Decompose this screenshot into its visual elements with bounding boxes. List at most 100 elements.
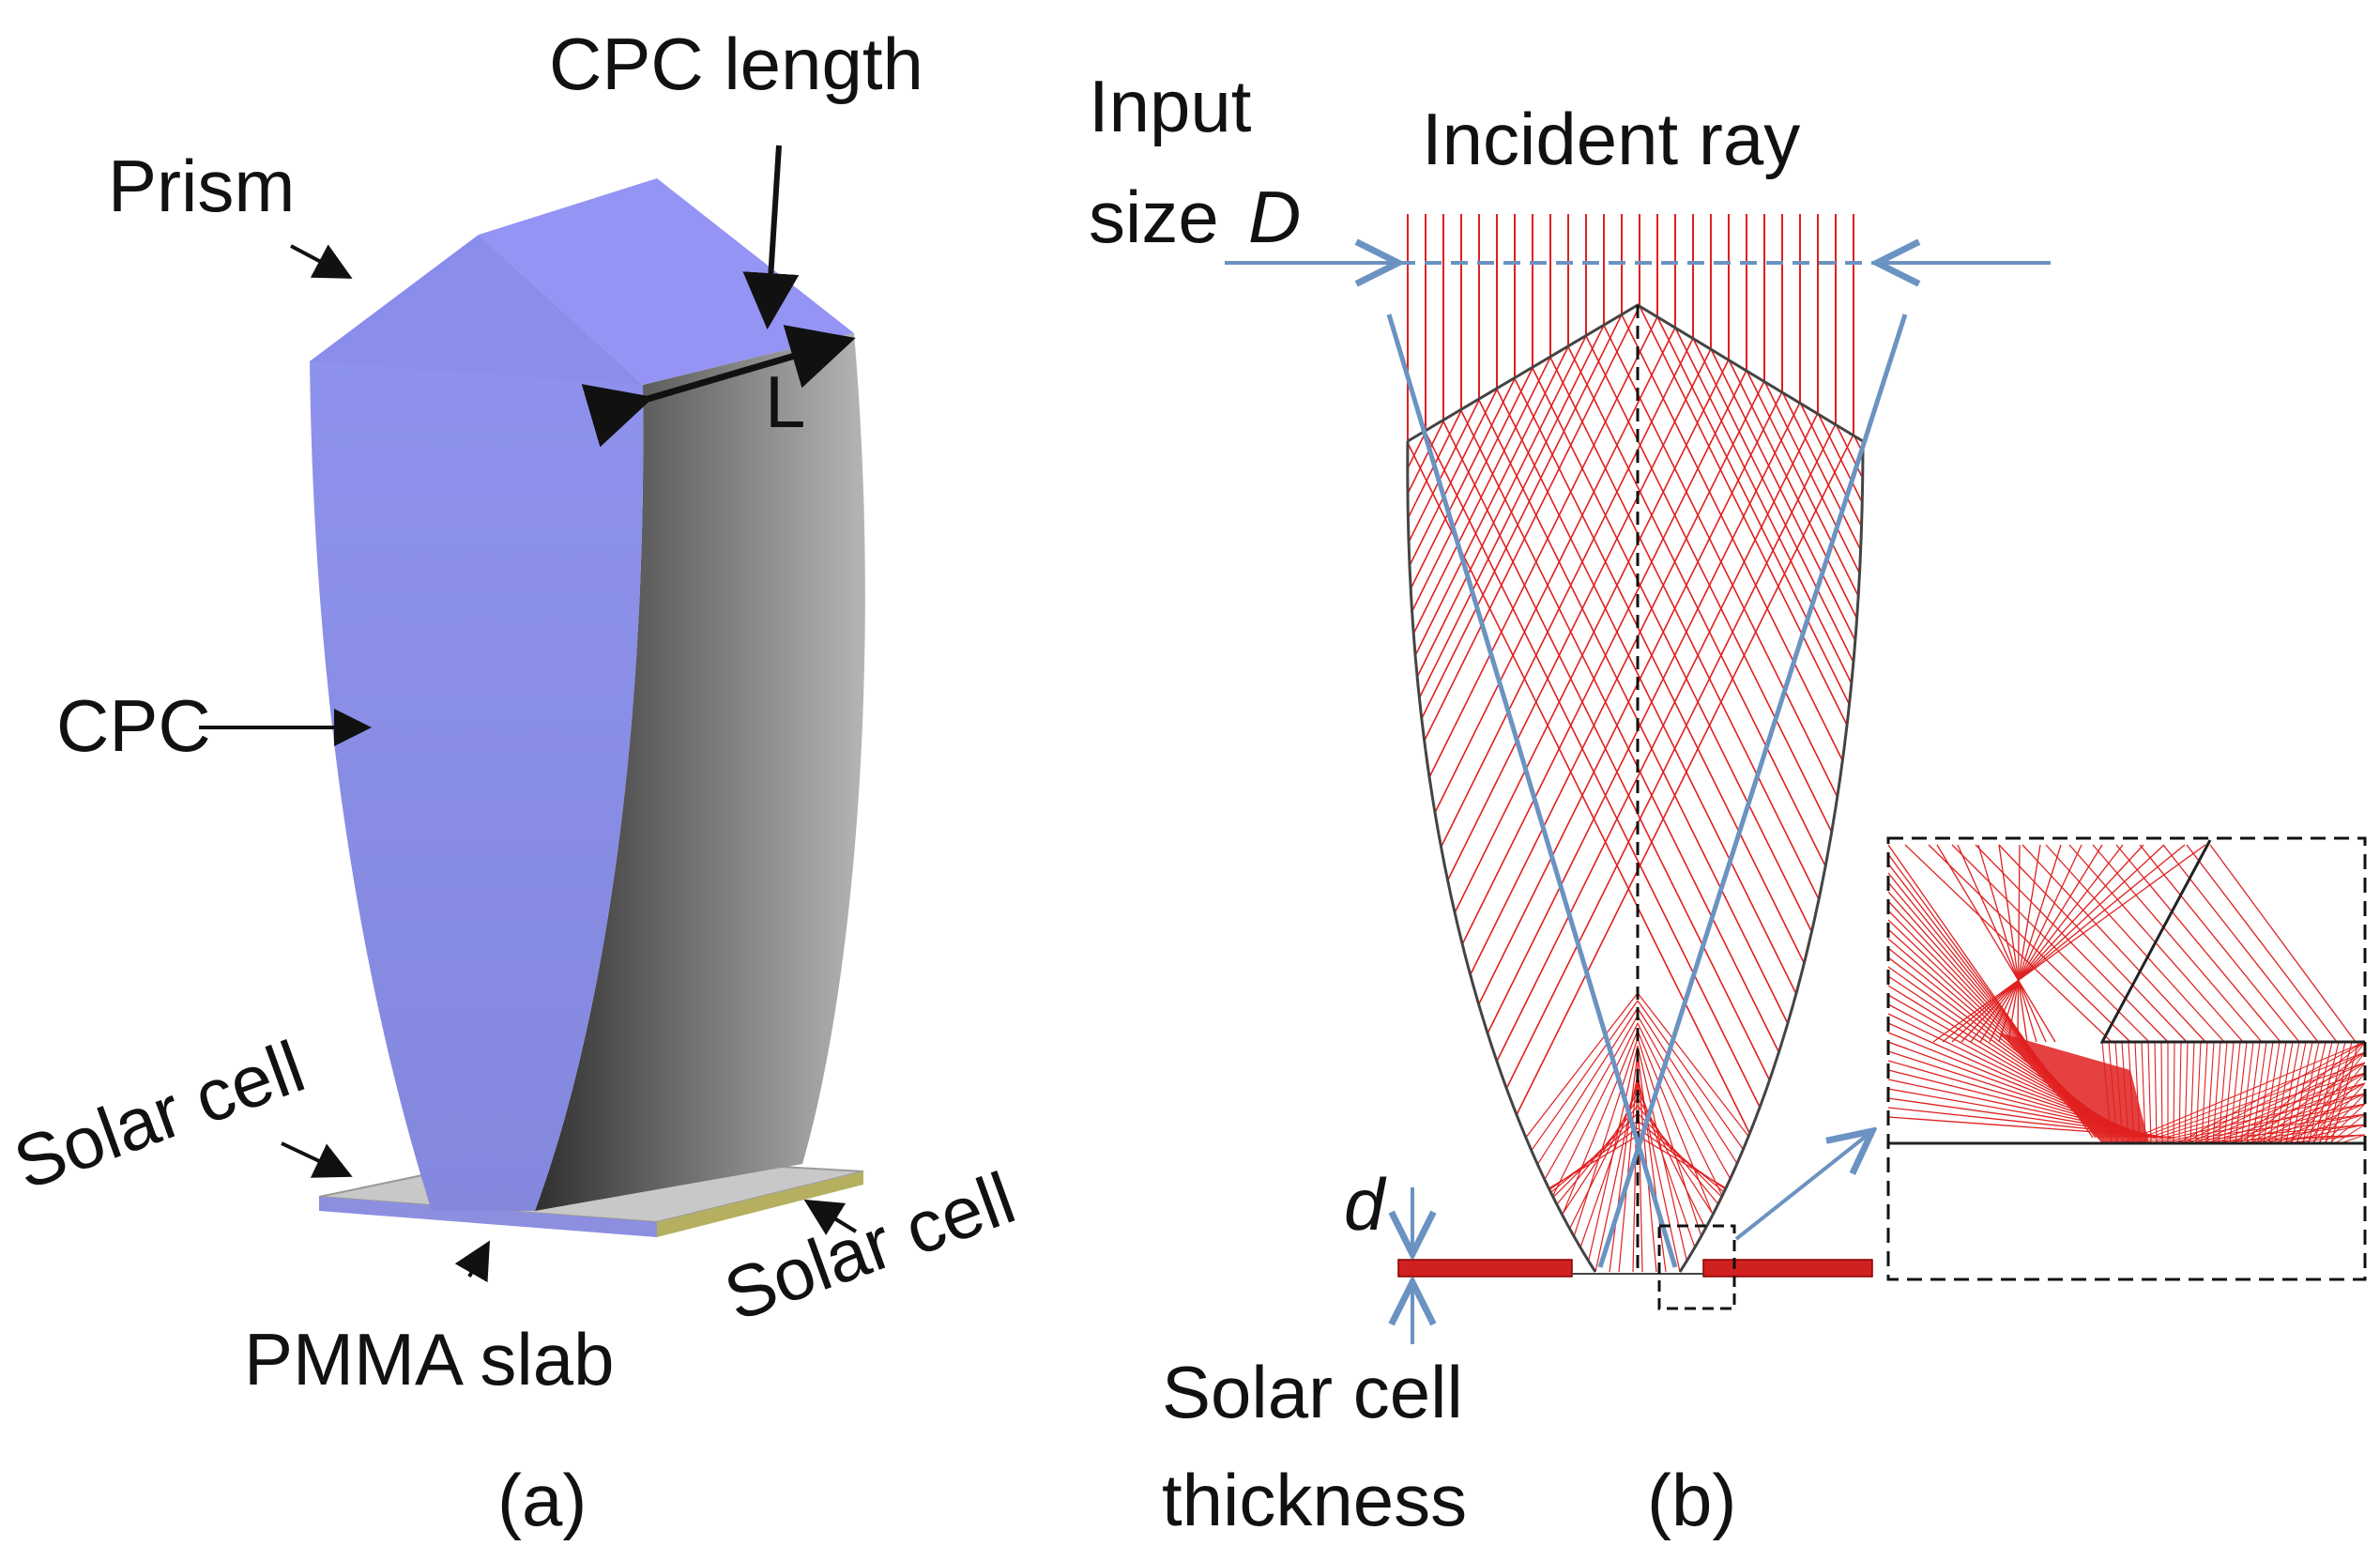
inset-ray	[2240, 1041, 2254, 1144]
prism-label: Prism	[108, 145, 295, 227]
inset-ray	[2017, 844, 2021, 1043]
inset-ray	[2201, 1041, 2208, 1144]
inset-ray	[2285, 1041, 2307, 1144]
inset-ray	[2330, 1041, 2359, 1144]
inset-ray	[2182, 1051, 2365, 1144]
cpc-label: CPC	[56, 684, 211, 767]
solar-cell-right-edge	[657, 1171, 863, 1237]
refracted-ray	[1585, 335, 1863, 1272]
refracted-ray	[1407, 432, 1426, 1272]
inset-ray	[2206, 1041, 2215, 1144]
refracted-ray	[1407, 314, 1623, 1272]
inset-ray	[2306, 1072, 2365, 1144]
thickness-symbol-label: d	[1344, 1163, 1387, 1246]
input-size-label-line1: Input	[1089, 65, 1252, 147]
refracted-ray	[1407, 335, 1587, 1272]
inset-ray	[2212, 1041, 2221, 1144]
inset-boundary	[1888, 839, 2365, 1145]
inset-ray	[1979, 844, 2103, 1043]
reflected-ray	[1609, 1052, 1639, 1272]
inset-ray	[2235, 1041, 2248, 1144]
inset-ray	[1951, 844, 2150, 1043]
inset-ray	[2007, 844, 2041, 1043]
reflected-ray	[1637, 1037, 1714, 1272]
inset-ray	[2296, 1041, 2320, 1144]
inset-ray	[1960, 844, 2144, 1043]
inset-ray	[2210, 1103, 2365, 1144]
inset-ray	[1998, 844, 2062, 1043]
inset-ray	[2233, 1041, 2365, 1144]
inset-ray	[2323, 1103, 2365, 1144]
inset-ray	[2139, 844, 2300, 1043]
inset-ray	[2218, 1041, 2228, 1144]
cpc-length-pointer	[742, 145, 800, 329]
reflected-ray	[1637, 1052, 1667, 1272]
zoom-source-box	[1657, 1224, 1736, 1310]
refracted-ray	[1514, 378, 1863, 1272]
inset-ray	[2257, 1041, 2274, 1144]
refracted-ray	[1407, 412, 1819, 1272]
length-dimension-arrow	[581, 325, 856, 448]
inset-ray	[1936, 844, 2056, 1043]
inset-ray	[2147, 1041, 2152, 1144]
inset-ray	[2319, 1041, 2346, 1144]
inset-ray-concentration	[1999, 1033, 2149, 1143]
refracted-ray	[1763, 380, 1863, 1272]
reflected-ray	[1637, 1030, 1737, 1272]
inset-ray	[2261, 1093, 2365, 1144]
inset-ray	[2045, 844, 2225, 1043]
prism-outline	[1407, 303, 1864, 443]
panel-b-caption: (b)	[1647, 1459, 1736, 1541]
reflected-ray	[1637, 1112, 1798, 1272]
inset-ray	[2268, 1041, 2287, 1144]
inset-ray	[2184, 1041, 2189, 1144]
refracted-ray	[1407, 325, 1605, 1272]
inset-ray	[2295, 1051, 2365, 1144]
panel-b: Input size D Incident ray d Solar cell t…	[1089, 65, 2367, 1541]
refracted-ray	[1567, 345, 1863, 1272]
inset-ray	[2154, 1041, 2158, 1144]
refracted-ray	[1407, 348, 1712, 1272]
refracted-ray	[1407, 399, 1480, 1272]
refracted-ray	[1407, 305, 1640, 1272]
solar-cell-left-label: Solar cell	[4, 1025, 315, 1205]
refracted-ray	[1746, 370, 1863, 1272]
inset-ray	[1932, 844, 2206, 1043]
inset-ray	[2308, 1041, 2333, 1144]
inset-ray	[2334, 1124, 2365, 1144]
guide-line-left	[1386, 314, 1678, 1268]
refracted-ray	[1407, 359, 1730, 1272]
inset-ray	[1975, 844, 2169, 1043]
cpc-outline	[1406, 440, 1865, 1273]
inset-ray	[2328, 1113, 2365, 1144]
guide-line-right	[1597, 314, 1908, 1268]
prism-left-face	[310, 235, 643, 385]
reflected-ray	[1637, 1120, 1822, 1272]
inset-ray	[2223, 1041, 2235, 1144]
refracted-ray	[1407, 390, 1783, 1272]
solar-cell-bar-right	[1702, 1259, 1873, 1278]
inset-ray	[2274, 1041, 2294, 1144]
inset-ray	[2159, 1113, 2365, 1144]
refracted-ray	[1407, 380, 1765, 1272]
cpc-length-label: CPC length	[549, 23, 923, 105]
inset-ray	[2255, 1082, 2365, 1144]
inset-ray	[2263, 1041, 2281, 1144]
refracted-ray	[1407, 442, 1863, 1272]
solar-cell-thickness-label-line2: thickness	[1162, 1459, 1467, 1541]
refracted-ray	[1407, 442, 1409, 1272]
inset-ray	[2126, 1051, 2365, 1144]
inset-ray	[2250, 1072, 2365, 1144]
inset-ray	[1957, 844, 2047, 1043]
refracted-ray	[1407, 410, 1462, 1272]
inset-ray	[2291, 1041, 2313, 1144]
inset-ray	[1998, 844, 2188, 1043]
reflected-ray	[1538, 1030, 1639, 1272]
inset-ray	[2021, 844, 2206, 1043]
reflected-ray	[1585, 1045, 1639, 1272]
refracted-ray	[1621, 314, 1863, 1272]
reflected-ray	[1618, 1067, 1639, 1272]
refracted-ray	[1407, 370, 1747, 1272]
inset-ray	[2325, 1041, 2353, 1144]
inset-ray	[1989, 844, 2082, 1043]
